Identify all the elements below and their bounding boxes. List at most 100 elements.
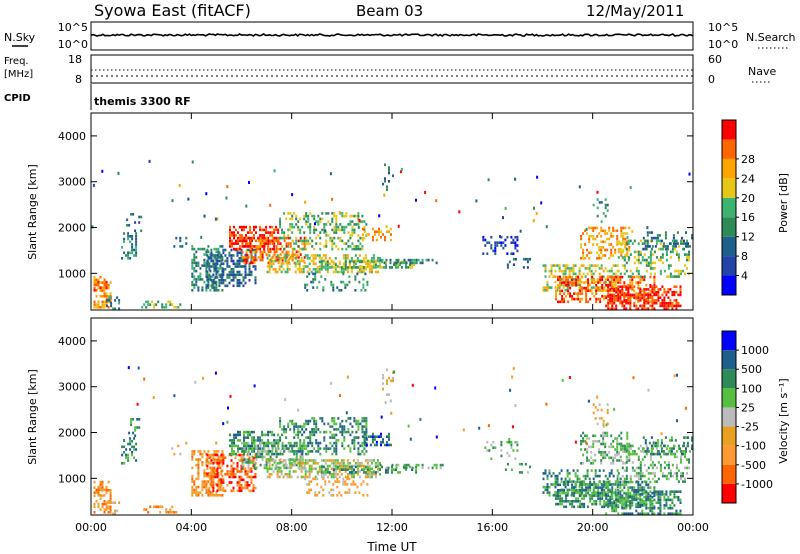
- echo-cell: [612, 229, 615, 233]
- echo-cell: [637, 258, 640, 262]
- echo-cell: [356, 467, 359, 471]
- echo-cell: [319, 242, 322, 245]
- echo-cell: [649, 275, 652, 279]
- echo-cell: [317, 220, 320, 223]
- echo-cell: [109, 491, 112, 495]
- echo-cell: [123, 462, 126, 465]
- echo-cell: [386, 379, 388, 383]
- echo-cell: [372, 266, 375, 269]
- echo-cell: [387, 466, 390, 470]
- echo-cell: [201, 485, 204, 489]
- echo-cell: [191, 289, 194, 292]
- echo-cell: [231, 234, 233, 237]
- echo-cell: [339, 430, 342, 434]
- echo-cell: [348, 473, 351, 476]
- echo-cell: [105, 280, 108, 284]
- echo-cell: [421, 466, 424, 470]
- echo-cell: [687, 242, 689, 245]
- echo-cell: [265, 242, 268, 245]
- echo-cell: [308, 459, 311, 462]
- echo-cell: [594, 226, 597, 230]
- echo-cell: [603, 505, 606, 509]
- echo-cell: [274, 270, 277, 274]
- echo-cell: [95, 306, 98, 309]
- echo-cell: [512, 257, 515, 261]
- echo-cell: [631, 242, 634, 245]
- echo-cell: [389, 261, 392, 265]
- echo-cell: [335, 422, 338, 426]
- echo-cell: [397, 263, 399, 266]
- echo-cell: [333, 231, 336, 234]
- echo-cell: [667, 301, 670, 305]
- echo-cell: [228, 270, 231, 274]
- echo-cell: [683, 247, 685, 251]
- echo-cell: [607, 284, 610, 287]
- echo-cell: [294, 262, 297, 266]
- echo-cell: [577, 292, 580, 295]
- echo-cell: [238, 459, 241, 462]
- echo-cell: [300, 462, 303, 465]
- echo-cell: [248, 475, 251, 479]
- echo-cell: [135, 246, 138, 249]
- echo-cell: [653, 506, 656, 510]
- echo-cell: [234, 467, 237, 471]
- echo-cell: [610, 456, 613, 460]
- echo-cell: [651, 299, 654, 302]
- echo-cell: [651, 472, 654, 475]
- echo-cell: [623, 477, 626, 481]
- echo-cell: [599, 486, 602, 489]
- echo-cell: [671, 304, 674, 308]
- power-ylabel: Slant Range [km]: [26, 164, 39, 260]
- echo-cell: [318, 260, 321, 264]
- echo-cell: [103, 300, 106, 304]
- echo-cell: [675, 290, 678, 294]
- echo-cell: [397, 266, 399, 269]
- echo-cell: [252, 459, 255, 462]
- echo-cell: [362, 257, 365, 260]
- echo-cell: [249, 461, 252, 464]
- echo-cell: [615, 509, 618, 513]
- echo-cell: [265, 225, 268, 229]
- echo-cell: [542, 485, 545, 489]
- echo-cell: [288, 257, 291, 260]
- echo-cell: [250, 489, 253, 493]
- echo-cell: [238, 273, 241, 277]
- echo-cell: [619, 285, 622, 288]
- echo-cell: [627, 452, 630, 456]
- echo-cell: [587, 300, 590, 304]
- echo-cell: [565, 491, 568, 495]
- echo-cell: [600, 240, 603, 244]
- echo-cell: [363, 436, 366, 439]
- echo-cell: [660, 439, 663, 442]
- echo-cell: [618, 442, 621, 446]
- echo-cell: [606, 269, 609, 273]
- echo-cell: [329, 430, 332, 434]
- echo-cell: [357, 212, 360, 215]
- echo-cell: [586, 272, 589, 276]
- echo-cell: [684, 264, 686, 267]
- echo-cell: [300, 470, 303, 473]
- echo-cell: [573, 500, 576, 503]
- echo-cell: [573, 486, 576, 489]
- echo-cell: [290, 475, 293, 479]
- echo-cell: [331, 242, 334, 245]
- echo-cell: [283, 231, 286, 234]
- echo-cell: [514, 246, 517, 250]
- echo-cell: [592, 477, 595, 481]
- echo-cell: [129, 448, 132, 451]
- echo-cell: [671, 275, 674, 278]
- echo-cell: [287, 447, 290, 450]
- echo-cell: [546, 477, 549, 481]
- echo-cell: [544, 485, 547, 489]
- echo-cell: [627, 444, 630, 448]
- echo-cell: [335, 433, 338, 437]
- echo-cell: [99, 486, 102, 489]
- echo-cell: [566, 494, 569, 497]
- echo-cell: [380, 435, 382, 438]
- echo-cell: [313, 225, 316, 229]
- echo-cell: [319, 220, 322, 223]
- echo-cell: [392, 379, 394, 383]
- echo-cell: [318, 270, 321, 274]
- echo-cell: [393, 468, 395, 471]
- echo-cell: [230, 489, 233, 493]
